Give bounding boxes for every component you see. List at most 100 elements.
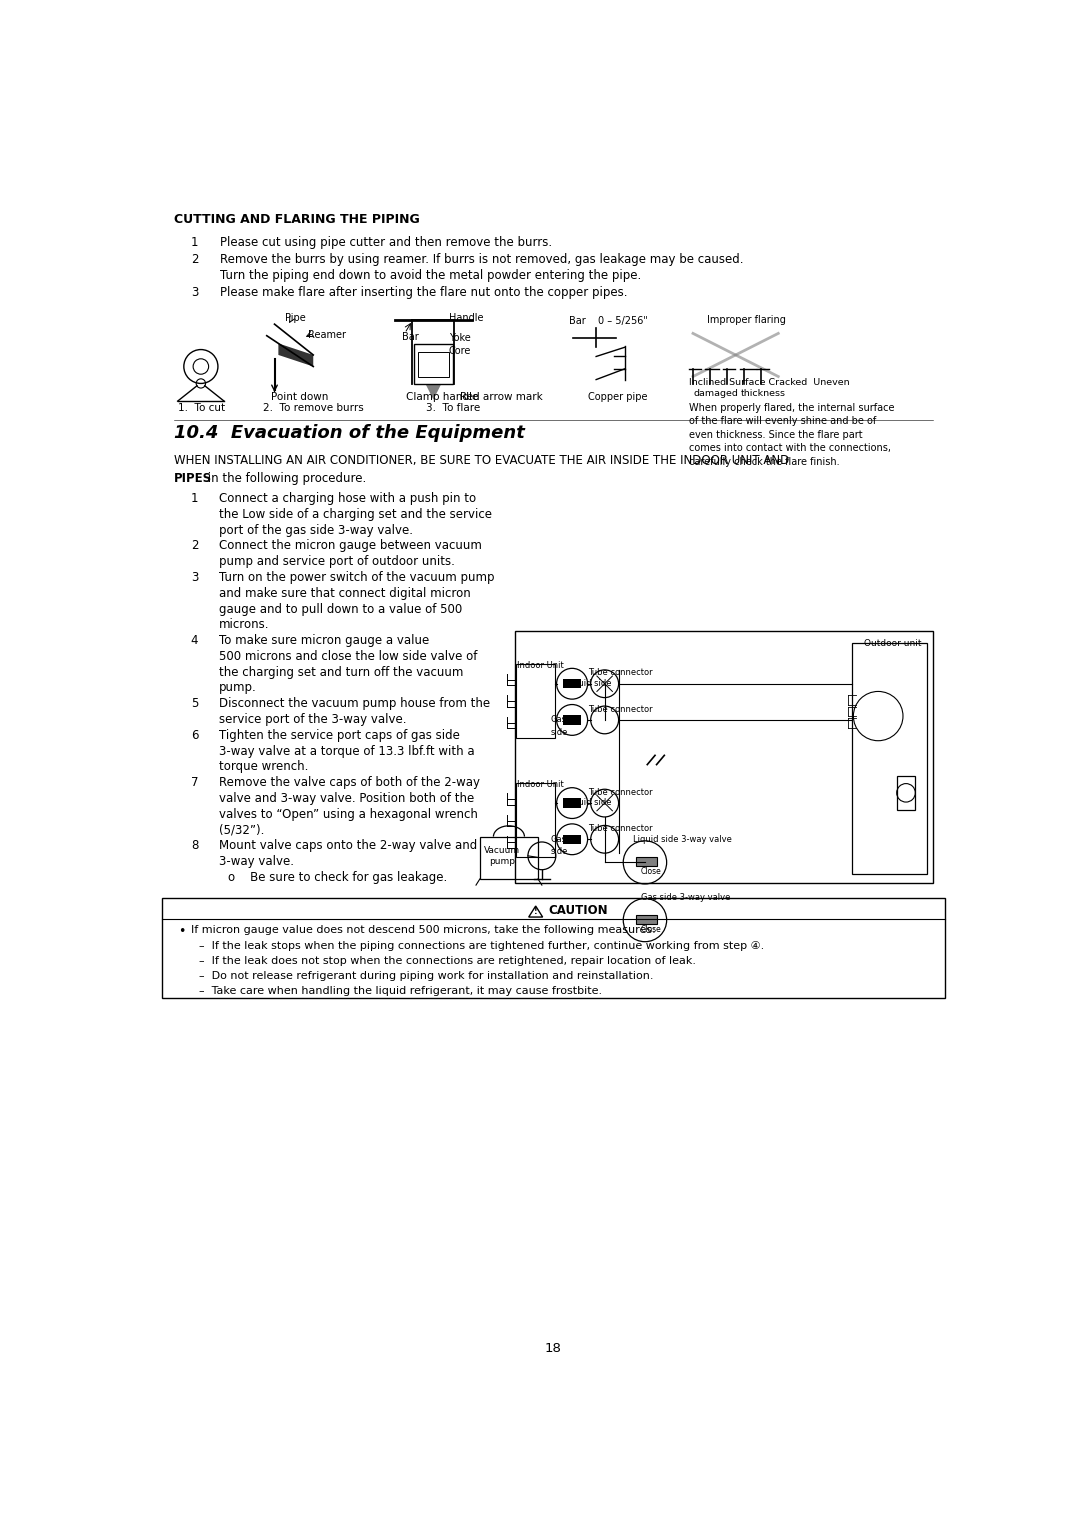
Text: When properly flared, the internal surface: When properly flared, the internal surfa…	[689, 403, 894, 412]
Bar	[480, 837, 538, 880]
Text: If micron gauge value does not descend 500 microns, take the following measures:: If micron gauge value does not descend 5…	[191, 925, 656, 935]
Text: Liquid side: Liquid side	[566, 680, 611, 689]
Text: of the flare will evenly shine and be of: of the flare will evenly shine and be of	[689, 417, 876, 426]
Text: 5: 5	[191, 698, 198, 710]
Text: Tube connector: Tube connector	[588, 669, 652, 678]
Text: pump and service port of outdoor units.: pump and service port of outdoor units.	[218, 556, 455, 568]
Text: WHEN INSTALLING AN AIR CONDITIONER, BE SURE TO EVACUATE THE AIR INSIDE THE INDOO: WHEN INSTALLING AN AIR CONDITIONER, BE S…	[174, 454, 789, 467]
Text: Tube connector: Tube connector	[588, 704, 652, 713]
Text: Please cut using pipe cutter and then remove the burrs.: Please cut using pipe cutter and then re…	[220, 237, 552, 249]
Text: the charging set and turn off the vacuum: the charging set and turn off the vacuum	[218, 666, 463, 678]
Polygon shape	[279, 344, 313, 366]
Text: Bar: Bar	[569, 316, 585, 327]
Text: 1.  To cut: 1. To cut	[177, 403, 225, 412]
Text: (5/32”).: (5/32”).	[218, 823, 265, 837]
Text: Point down: Point down	[271, 392, 328, 402]
Text: Vacuum: Vacuum	[484, 846, 519, 855]
Text: Turn the piping end down to avoid the metal powder entering the pipe.: Turn the piping end down to avoid the me…	[220, 269, 642, 282]
Text: CAUTION: CAUTION	[548, 904, 608, 916]
Text: Close: Close	[640, 867, 661, 876]
Text: Outdoor unit: Outdoor unit	[864, 640, 921, 647]
Text: 3-way valve at a torque of 13.3 lbf.ft with a: 3-way valve at a torque of 13.3 lbf.ft w…	[218, 745, 474, 757]
Text: 7: 7	[191, 776, 199, 789]
Text: Tube connector: Tube connector	[588, 788, 652, 797]
Text: Red arrow mark: Red arrow mark	[460, 392, 543, 402]
Text: 10.4  Evacuation of the Equipment: 10.4 Evacuation of the Equipment	[174, 425, 525, 443]
Bar	[563, 835, 581, 844]
Bar	[563, 680, 581, 689]
Bar	[516, 664, 555, 738]
Text: gauge and to pull down to a value of 500: gauge and to pull down to a value of 500	[218, 603, 462, 615]
Text: –  Take care when handling the liquid refrigerant, it may cause frostbite.: – Take care when handling the liquid ref…	[199, 986, 602, 996]
Text: Turn on the power switch of the vacuum pump: Turn on the power switch of the vacuum p…	[218, 571, 495, 583]
Text: carefully check the flare finish.: carefully check the flare finish.	[689, 457, 840, 467]
Text: Reamer: Reamer	[308, 330, 346, 341]
Text: Bar: Bar	[403, 331, 419, 342]
Text: 8: 8	[191, 840, 198, 852]
Text: PIPES: PIPES	[174, 472, 212, 484]
Text: Core: Core	[449, 345, 471, 356]
Text: pump.: pump.	[218, 681, 256, 695]
Text: side: side	[551, 847, 568, 857]
Text: Gas: Gas	[551, 835, 566, 843]
Text: •: •	[177, 925, 185, 938]
Text: 3-way valve.: 3-way valve.	[218, 855, 294, 867]
Bar	[418, 351, 449, 377]
Text: even thickness. Since the flare part: even thickness. Since the flare part	[689, 429, 863, 440]
Text: microns.: microns.	[218, 618, 269, 631]
Text: Mount valve caps onto the 2-way valve and: Mount valve caps onto the 2-way valve an…	[218, 840, 477, 852]
Text: –  Do not release refrigerant during piping work for installation and reinstalla: – Do not release refrigerant during pipi…	[199, 971, 653, 982]
Text: 0 – 5/256": 0 – 5/256"	[598, 316, 648, 327]
Text: port of the gas side 3-way valve.: port of the gas side 3-way valve.	[218, 524, 413, 536]
Text: Tube connector: Tube connector	[588, 825, 652, 832]
Text: 2: 2	[191, 539, 199, 553]
Text: 3: 3	[191, 286, 198, 299]
Text: To make sure micron gauge a value: To make sure micron gauge a value	[218, 634, 429, 647]
Text: Tighten the service port caps of gas side: Tighten the service port caps of gas sid…	[218, 728, 460, 742]
Bar	[852, 643, 927, 873]
Text: Pipe: Pipe	[284, 313, 306, 322]
Text: 3: 3	[191, 571, 198, 583]
Text: Improper flaring: Improper flaring	[707, 315, 786, 325]
Text: and make sure that connect digital micron: and make sure that connect digital micro…	[218, 586, 471, 600]
Text: Clamp handle: Clamp handle	[406, 392, 478, 402]
Text: thickness: thickness	[741, 389, 786, 399]
Text: pump: pump	[489, 857, 515, 866]
Text: Gas: Gas	[551, 715, 566, 724]
Text: Connect a charging hose with a push pin to: Connect a charging hose with a push pin …	[218, 492, 476, 505]
Text: torque wrench.: torque wrench.	[218, 760, 308, 773]
Bar	[516, 783, 555, 857]
Polygon shape	[426, 385, 441, 400]
Text: Gas side 3-way valve: Gas side 3-way valve	[642, 893, 730, 902]
Bar	[414, 344, 453, 385]
Text: side: side	[551, 728, 568, 736]
Text: 4: 4	[191, 634, 199, 647]
Text: 2: 2	[191, 253, 199, 266]
Text: Inclined Surface Cracked  Uneven: Inclined Surface Cracked Uneven	[689, 379, 850, 386]
Text: 1: 1	[191, 492, 199, 505]
Text: the Low side of a charging set and the service: the Low side of a charging set and the s…	[218, 508, 491, 521]
Text: in the following procedure.: in the following procedure.	[204, 472, 366, 484]
Text: Copper pipe: Copper pipe	[589, 392, 648, 402]
Text: Indoor Unit: Indoor Unit	[517, 661, 564, 670]
Text: Connect the micron gauge between vacuum: Connect the micron gauge between vacuum	[218, 539, 482, 553]
Text: service port of the 3-way valve.: service port of the 3-way valve.	[218, 713, 406, 725]
Text: 6: 6	[191, 728, 199, 742]
Text: CUTTING AND FLARING THE PIPING: CUTTING AND FLARING THE PIPING	[174, 214, 419, 226]
Bar	[563, 715, 581, 724]
Text: Liquid side: Liquid side	[566, 799, 611, 808]
Text: 3.  To flare: 3. To flare	[426, 403, 480, 412]
Text: Yoke: Yoke	[449, 333, 471, 344]
Text: o    Be sure to check for gas leakage.: o Be sure to check for gas leakage.	[228, 870, 447, 884]
Text: !: !	[534, 907, 538, 916]
Text: Disconnect the vacuum pump house from the: Disconnect the vacuum pump house from th…	[218, 698, 490, 710]
Text: –  If the leak stops when the piping connections are tightened further, continue: – If the leak stops when the piping conn…	[199, 941, 764, 951]
Bar	[896, 776, 916, 809]
Text: comes into contact with the connections,: comes into contact with the connections,	[689, 443, 891, 454]
Text: valves to “Open” using a hexagonal wrench: valves to “Open” using a hexagonal wrenc…	[218, 808, 477, 820]
Text: Remove the valve caps of both of the 2-way: Remove the valve caps of both of the 2-w…	[218, 776, 480, 789]
Bar	[636, 915, 658, 924]
Bar	[563, 799, 581, 808]
Bar	[162, 898, 945, 999]
Text: Liquid side 3-way valve: Liquid side 3-way valve	[633, 835, 732, 844]
